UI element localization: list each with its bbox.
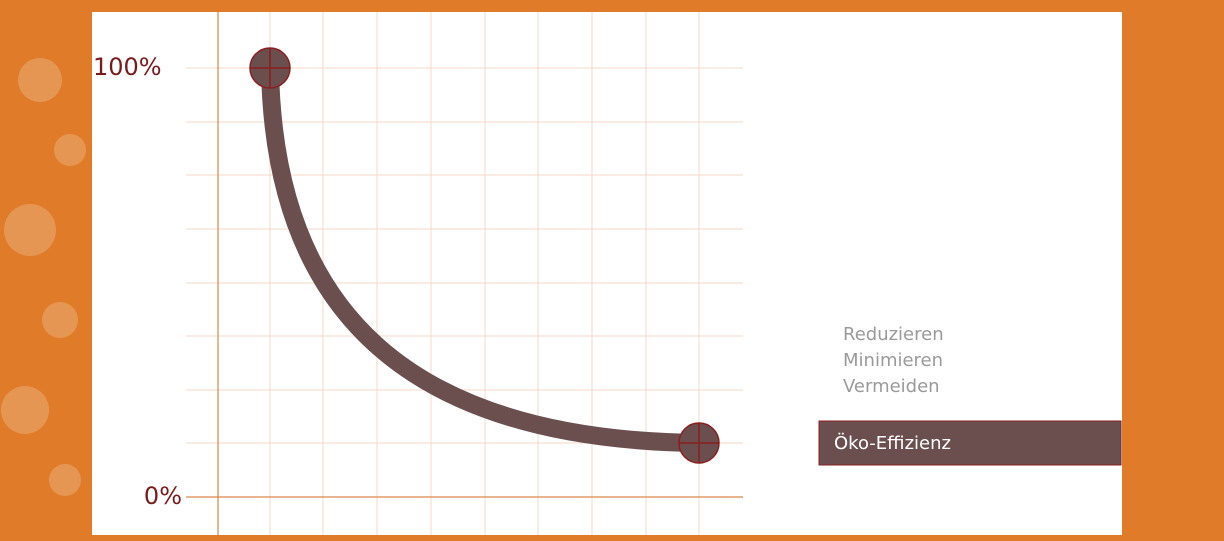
- start-marker: [249, 47, 291, 89]
- highlight-box: [818, 420, 1122, 466]
- top-label: 100%: [93, 53, 162, 81]
- list-item: Minimieren: [843, 350, 943, 371]
- list-item: Vermeiden: [843, 376, 940, 397]
- curve: [261, 67, 700, 452]
- list-item: Reduzieren: [843, 324, 944, 345]
- decoration: [1, 58, 86, 496]
- highlight-label: Öko-Effizienz: [834, 432, 951, 454]
- end-marker: [678, 422, 720, 464]
- bottom-label: 0%: [144, 482, 182, 510]
